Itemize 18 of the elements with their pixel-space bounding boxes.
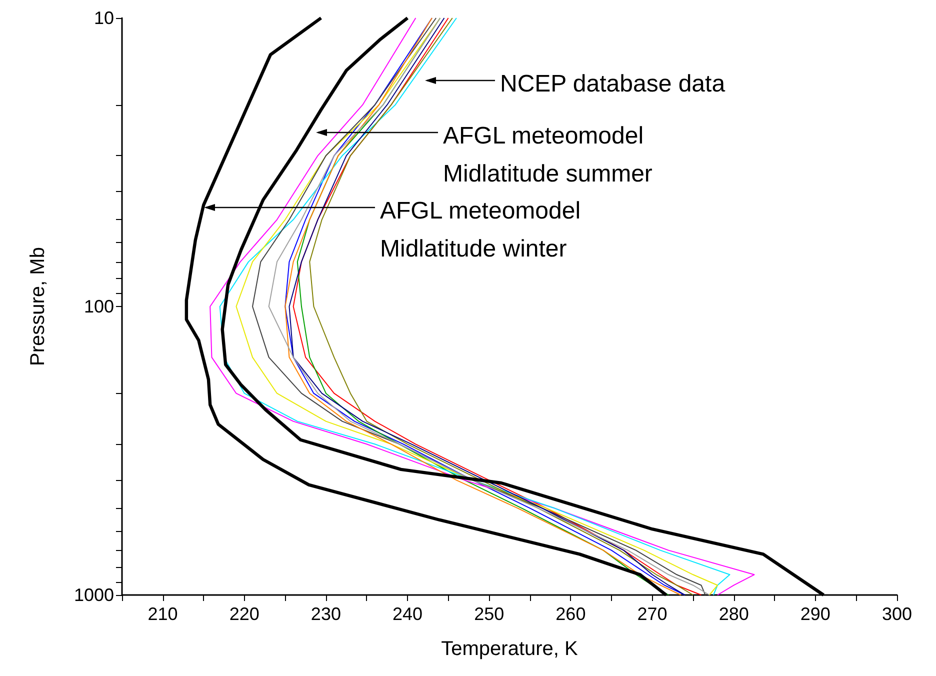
annotation: NCEP database data [500, 70, 726, 98]
x-tick-label: 210 [148, 604, 178, 624]
x-tick-label: 250 [474, 604, 504, 624]
x-tick-label: 270 [637, 604, 668, 624]
y-tick-label: 1000 [74, 585, 114, 605]
y-tick-label: 10 [94, 8, 114, 28]
y-tick-label: 100 [84, 296, 114, 316]
x-tick-label: 300 [882, 604, 912, 624]
x-tick-label: 220 [229, 604, 260, 624]
annotation: AFGL meteomodel Midlatitude winter [380, 198, 581, 263]
x-tick-label: 290 [800, 604, 830, 624]
y-axis-title: Pressure, Mb [27, 247, 49, 366]
x-tick-label: 280 [718, 604, 749, 624]
annotation: AFGL meteomodel Midlatitude summer [443, 122, 652, 188]
x-axis-title: Temperature, K [441, 638, 579, 660]
x-tick-label: 240 [392, 604, 423, 624]
x-tick-label: 230 [310, 604, 341, 624]
x-tick-label: 260 [556, 604, 586, 624]
